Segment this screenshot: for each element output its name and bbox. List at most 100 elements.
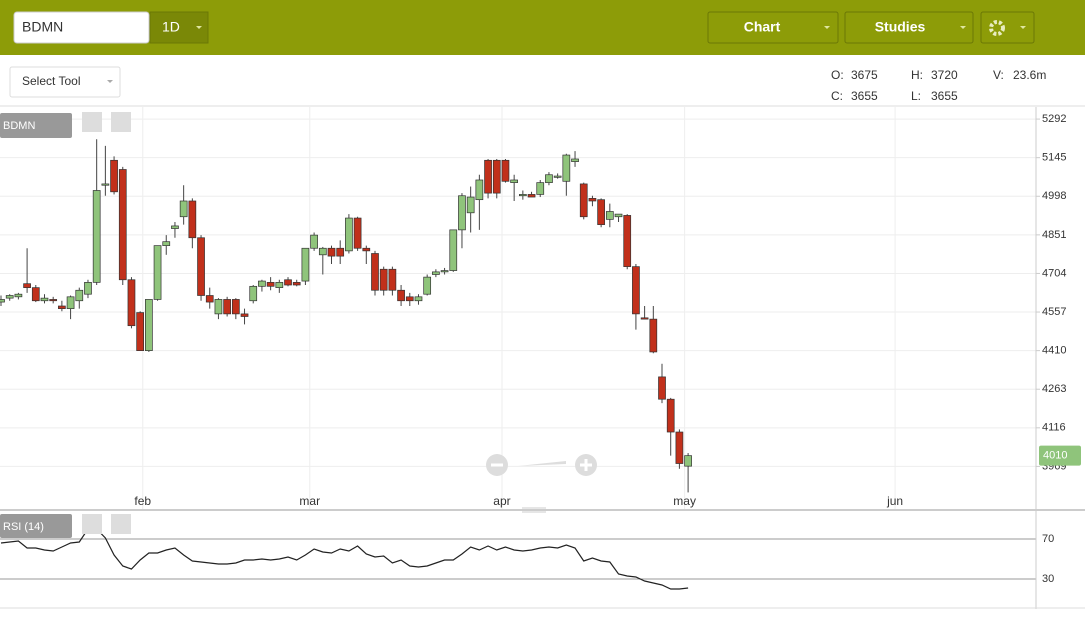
candle-body bbox=[162, 241, 171, 246]
candle-body bbox=[327, 247, 336, 257]
candle-body bbox=[14, 293, 23, 298]
x-tick-label: mar bbox=[299, 494, 320, 508]
zoom-control bbox=[486, 454, 597, 476]
candle-body bbox=[275, 282, 284, 288]
y-tick-label: 4851 bbox=[1042, 229, 1066, 241]
caret bbox=[1020, 26, 1026, 29]
candle-body bbox=[301, 247, 310, 282]
candle-body bbox=[397, 289, 405, 302]
candle-body bbox=[623, 215, 632, 267]
rsi-settings-button[interactable] bbox=[82, 514, 102, 534]
candle-body bbox=[318, 247, 327, 256]
candle-body bbox=[58, 305, 66, 309]
candle-body bbox=[518, 194, 527, 197]
candle-body bbox=[136, 312, 145, 351]
candle-body bbox=[92, 190, 101, 283]
candle-body bbox=[458, 195, 466, 231]
caret bbox=[824, 26, 830, 29]
studies-button[interactable] bbox=[844, 11, 974, 44]
stat-value: 3675 bbox=[851, 68, 878, 82]
stat-label: O: bbox=[831, 68, 844, 82]
candle-body bbox=[536, 182, 545, 195]
candle-body bbox=[145, 299, 153, 351]
candle-body bbox=[66, 296, 75, 309]
x-tick-label: may bbox=[673, 494, 696, 508]
y-tick-label: 4410 bbox=[1042, 345, 1066, 357]
candle-body bbox=[5, 295, 14, 299]
caret bbox=[960, 26, 966, 29]
candle-body bbox=[371, 253, 379, 291]
candle-body bbox=[501, 159, 510, 182]
candle-body bbox=[310, 234, 318, 249]
candle-body bbox=[266, 282, 275, 287]
zoom-slider[interactable] bbox=[518, 461, 566, 466]
x-tick-label: feb bbox=[134, 494, 151, 508]
candle-body bbox=[449, 229, 458, 271]
stat-value: 23.6m bbox=[1013, 68, 1046, 82]
candle-body bbox=[666, 398, 675, 433]
candle-body bbox=[527, 194, 536, 198]
rsi-close-button[interactable] bbox=[111, 514, 131, 534]
candle-body bbox=[0, 299, 5, 303]
candle-body bbox=[475, 179, 484, 201]
candle-body bbox=[127, 279, 136, 327]
price-chart: 5292514549984851470445574410426341163969… bbox=[0, 107, 1081, 510]
candle-body bbox=[249, 285, 258, 302]
candle-body bbox=[188, 200, 197, 239]
candle-body bbox=[658, 376, 666, 400]
candle-body bbox=[562, 154, 571, 182]
candle-body bbox=[684, 455, 692, 467]
down-button[interactable] bbox=[111, 112, 131, 132]
candle-body bbox=[588, 198, 597, 202]
y-tick-label: 30 bbox=[1042, 573, 1054, 585]
candle-body bbox=[258, 280, 266, 287]
candle-body bbox=[153, 245, 162, 300]
candle-body bbox=[632, 266, 640, 315]
candle-body bbox=[432, 271, 440, 275]
candle-body bbox=[466, 196, 475, 214]
symbol-tag bbox=[0, 113, 72, 138]
candle-body bbox=[75, 289, 84, 302]
candle-body bbox=[336, 247, 345, 257]
x-tick-label: jun bbox=[886, 494, 903, 508]
symbol-input[interactable] bbox=[13, 11, 150, 44]
candle-body bbox=[510, 179, 519, 183]
y-tick-label: 4263 bbox=[1042, 383, 1066, 395]
studies-button-text: Studies bbox=[875, 19, 926, 35]
candle-body bbox=[179, 200, 188, 218]
gear-icon bbox=[989, 20, 1005, 36]
candle-body bbox=[640, 317, 649, 320]
symbol-text: BDMN bbox=[22, 19, 63, 35]
candle-body bbox=[492, 159, 501, 194]
candle-body bbox=[284, 279, 292, 286]
expand-button[interactable] bbox=[82, 112, 102, 132]
candle-body bbox=[414, 296, 423, 302]
candle-body bbox=[553, 175, 562, 178]
chart-button[interactable] bbox=[707, 11, 839, 44]
select-tool[interactable] bbox=[9, 66, 121, 98]
rsi-tag bbox=[0, 514, 72, 538]
candle-body bbox=[440, 270, 449, 273]
y-tick-label: 5145 bbox=[1042, 152, 1066, 164]
candle-body bbox=[118, 169, 127, 281]
y-tick-label: 4116 bbox=[1042, 422, 1066, 434]
y-tick-label: 70 bbox=[1042, 533, 1054, 545]
stat-value: 3655 bbox=[851, 89, 878, 103]
candle-body bbox=[484, 159, 492, 194]
stat-label: H: bbox=[911, 68, 923, 82]
y-tick-label: 4557 bbox=[1042, 306, 1066, 318]
ohlc-stats: O: 3675 H: 3720 V: 23.6m C: 3655 L: 3655 bbox=[831, 68, 1046, 103]
last-price-box bbox=[1039, 445, 1081, 466]
candle-body bbox=[231, 299, 240, 315]
settings-button[interactable] bbox=[980, 11, 1035, 44]
candle-body bbox=[214, 299, 223, 315]
candle-body bbox=[597, 199, 605, 225]
x-tick-label: apr bbox=[493, 494, 510, 508]
candle-body bbox=[223, 299, 231, 315]
stat-label: L: bbox=[911, 89, 921, 103]
candle-body bbox=[423, 276, 432, 295]
rsi-chart: 70 30 bbox=[0, 509, 1054, 609]
select-tool-text: Select Tool bbox=[22, 74, 80, 88]
y-tick-label: 4704 bbox=[1042, 267, 1066, 279]
